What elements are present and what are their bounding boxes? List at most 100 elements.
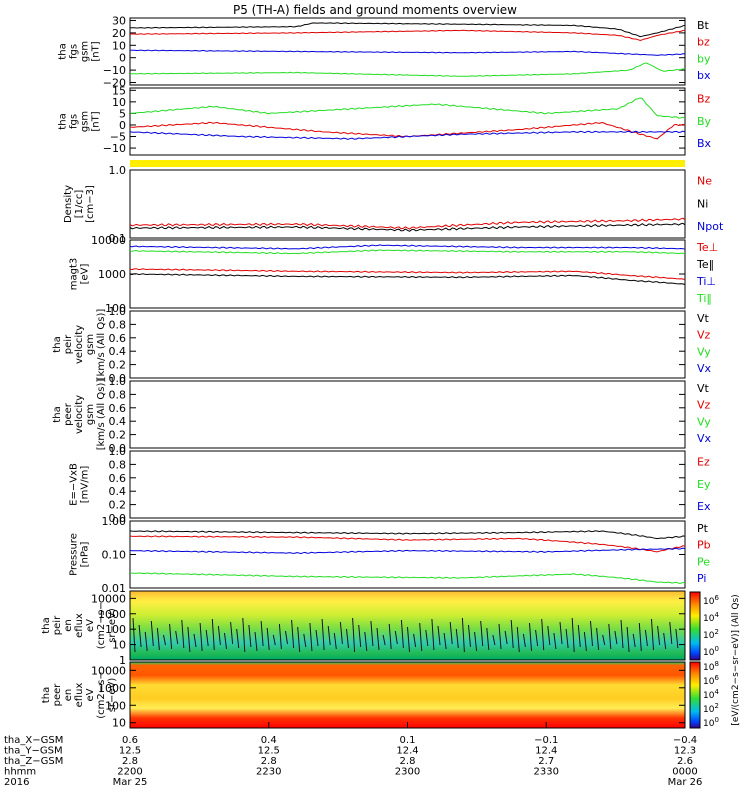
spectrogram-gap [254,631,258,652]
x-tick-z: 2.8 [122,756,138,767]
legend-Vy: Vy [697,345,711,358]
x-row-label: tha_X−GSM [4,735,63,746]
legend-bx: bx [697,69,711,82]
x-row-label: tha_Y−GSM [4,746,63,757]
y-tick-label: 0.4 [109,485,127,498]
colorbar-tick: 108 [703,660,719,673]
spectrogram-gap [583,631,587,652]
spectrogram-gap [425,629,429,647]
panel-frame [129,17,686,86]
panel-7: 1.00.80.60.40.20.0E=−VxB[mV/m] [69,445,686,525]
series-by [129,62,686,77]
legend-Pt: Pt [697,522,709,535]
spectrogram-gap [553,632,557,650]
y-tick-label: 0.4 [109,345,127,358]
series-Bt [129,22,686,38]
x-tick-d: Mar 25 [113,777,148,788]
legend-Ey: Ey [697,478,711,491]
spectrogram-gap [382,634,386,646]
panel-10: 10000 1000 100 10thapeerenefluxeV(cm2−s−sr−… [41,661,686,730]
x-tick-x: −0.1 [534,735,558,746]
spectrogram-gap [468,624,471,648]
spectrogram-gap [407,626,410,653]
spectrogram-gap [419,622,423,652]
legend-by: by [697,52,711,65]
legend-Pe: Pe [697,555,710,568]
y-tick-label: 0.0 [109,442,127,455]
spectrogram-gap [510,619,514,649]
spectrogram-gap [590,620,593,647]
spectrogram-gap [376,627,380,651]
spectrogram-gap [303,633,307,648]
y-tick-label: 10 [112,639,126,652]
series-Ti‖ [129,249,686,255]
y-tick-label: 100 [105,302,126,315]
spectrogram-gap [388,623,392,650]
y-tick-label: 5 [119,107,126,120]
colorbar-tick: 106 [703,594,719,607]
spectrogram-gap [327,625,331,646]
spectrogram-gap [529,622,532,652]
y-axis-label: E=−VxB[mV/m] [69,463,91,506]
series-Pt [129,530,686,540]
x-tick-z: 2.8 [261,756,277,767]
spectrogram-gap [577,624,581,648]
legend-Ne: Ne [697,175,712,188]
panel-frame [129,310,686,379]
spectrogram-gap [321,618,325,651]
x-tick-z: 2.6 [677,756,693,767]
spectrogram-gap [370,620,374,647]
series-bz [129,29,686,42]
legend-Te‖: Te‖ [696,258,714,271]
spectrogram-gap [651,618,654,651]
spectrogram-gap [413,633,417,648]
y-tick-label: −5 [110,131,126,144]
y-tick-label: 0.2 [109,359,127,372]
y-axis-label: thafgsgsm[nT] [58,111,102,132]
spectrogram-gap [480,620,484,647]
y-tick-label: 0.10 [102,549,127,562]
legend-Bt: Bt [697,19,710,32]
panel-9: 10000 1000 100 10 1thapeirenefluxeV(cm2−s−sr… [41,590,686,667]
x-tick-t: 2330 [534,767,559,778]
legend-Npot: Npot [697,220,724,233]
y-axis-label: Density[1/cc][cm−3] [63,185,96,223]
series-By [129,97,686,119]
spectrogram-gap [626,626,630,653]
spectrogram [130,662,685,728]
spectrogram-gap [144,631,148,652]
spectrogram-gap [602,634,606,646]
y-tick-label: 0.8 [109,458,127,471]
y-tick-label: 0 [119,52,126,65]
y-tick-label: 0.1 [109,232,127,245]
spectrogram-gap [291,619,295,649]
y-tick-label: 10 [112,39,126,52]
series-Te⊥ [129,268,686,281]
legend-Vt: Vt [697,382,710,395]
spectrogram-gap [242,617,246,653]
y-tick-label: 0.6 [109,472,127,485]
spectrogram-gap [333,632,337,650]
spectrogram-gap [663,632,667,650]
legend-Vz: Vz [697,399,711,412]
legend-Ni: Ni [697,197,708,210]
y-tick-label: 0.8 [109,318,127,331]
legend-Vx: Vx [697,432,712,445]
spectrogram-gap [339,621,343,645]
spectrogram-gap [437,625,441,646]
x-tick-y: 12.5 [119,746,141,757]
x-tick-t: 2230 [256,767,281,778]
panel-frame [129,380,686,449]
colorbar-tick: 100 [703,716,719,729]
spectrogram-gap [278,623,282,650]
spectrogram [130,591,685,660]
spectrogram-gap [400,619,404,649]
spectrogram-gap [138,624,142,648]
y-tick-label: 0.6 [109,402,127,415]
y-tick-label: 1.0 [109,164,127,177]
legend-Bx: Bx [697,137,712,150]
y-tick-label: 20 [112,27,126,40]
spectrogram-gap [541,618,545,651]
